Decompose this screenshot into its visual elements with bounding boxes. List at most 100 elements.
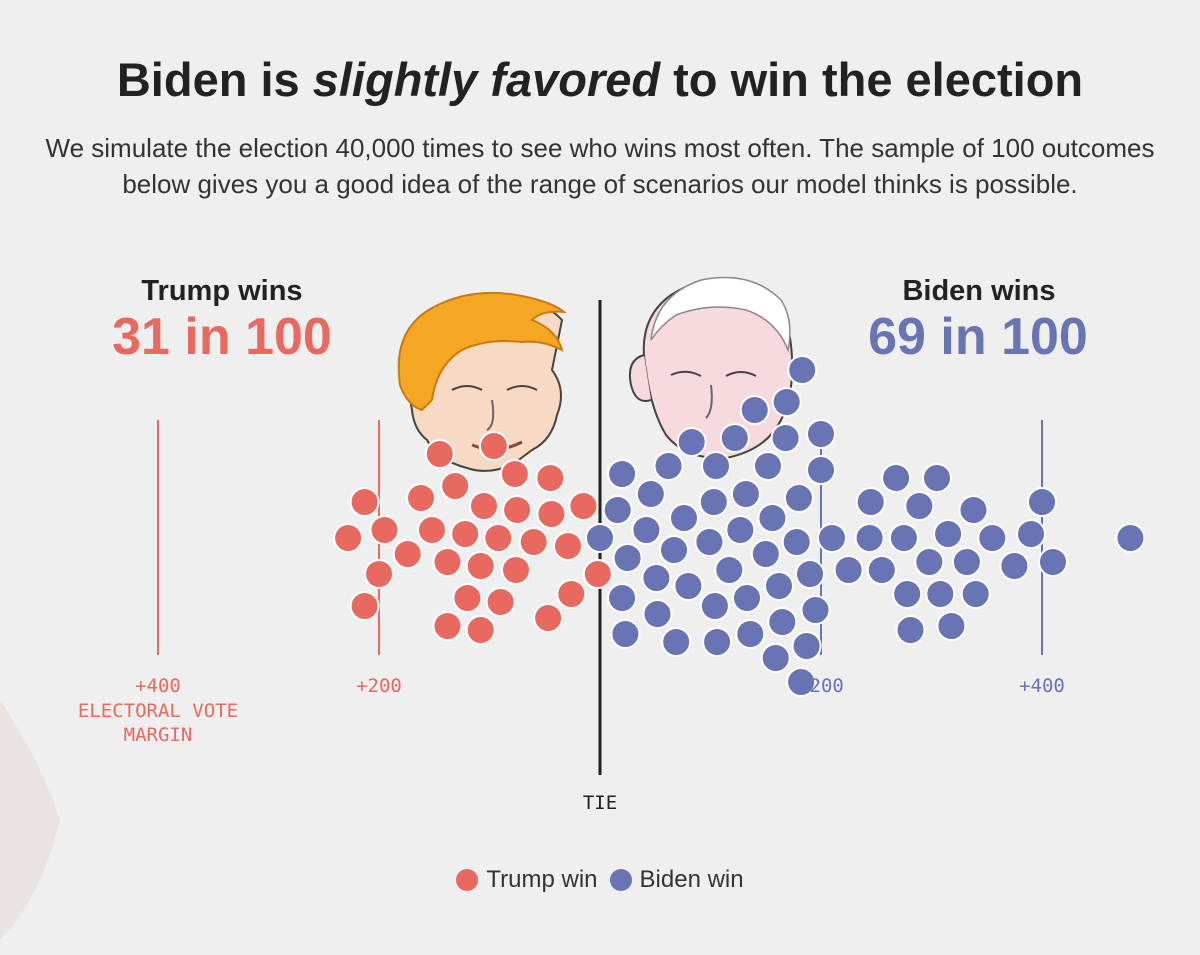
biden-outcome-dot bbox=[602, 495, 633, 525]
biden-outcome-dot bbox=[631, 515, 662, 545]
biden-outcome-dot bbox=[892, 579, 923, 609]
trump-outcome-dot bbox=[349, 487, 380, 517]
trump-outcome-dot bbox=[333, 523, 364, 553]
legend-biden-label: Biden win bbox=[639, 866, 744, 893]
trump-outcome-dot bbox=[499, 459, 530, 489]
biden-outcome-dot bbox=[806, 455, 836, 485]
trump-outcome-dot bbox=[478, 431, 509, 461]
biden-outcome-dot bbox=[791, 631, 822, 661]
trump-outcome-dot bbox=[450, 519, 481, 549]
biden-outcome-dot bbox=[783, 483, 814, 513]
trump-outcome-dot bbox=[469, 491, 499, 521]
tick-label-trump-400: +400 bbox=[135, 675, 181, 697]
biden-outcome-dot bbox=[854, 523, 885, 553]
biden-outcome-dot bbox=[781, 527, 812, 557]
biden-outcome-dot bbox=[786, 667, 817, 697]
biden-outcome-dot bbox=[951, 547, 982, 577]
biden-outcome-dot bbox=[922, 463, 952, 493]
trump-outcome-dot bbox=[535, 463, 566, 493]
biden-outcome-dot bbox=[661, 627, 692, 657]
subtitle: We simulate the election 40,000 times to… bbox=[45, 133, 1155, 199]
biden-outcome-dot bbox=[795, 559, 825, 589]
tick-label-biden-400: +400 bbox=[1019, 675, 1065, 697]
biden-outcome-dot bbox=[610, 619, 641, 649]
biden-outcome-dot bbox=[999, 551, 1030, 581]
biden-outcome-dot bbox=[771, 387, 802, 417]
biden-outcome-dot bbox=[612, 543, 643, 573]
biden-outcome-dot bbox=[1027, 487, 1057, 517]
trump-outcome-dot bbox=[502, 495, 533, 525]
biden-outcome-dot bbox=[719, 423, 750, 453]
biden-outcome-dot bbox=[881, 463, 912, 493]
biden-outcome-dot bbox=[770, 423, 801, 453]
biden-outcome-dot bbox=[866, 555, 897, 585]
biden-outcome-dot bbox=[933, 519, 964, 549]
biden-outcome-dot bbox=[833, 555, 864, 585]
biden-outcome-dot bbox=[701, 451, 731, 481]
dot-swarm bbox=[333, 355, 1146, 697]
trump-outcome-dot bbox=[483, 523, 514, 553]
biden-wins-label: Biden wins bbox=[902, 275, 1056, 307]
trump-outcome-dot bbox=[406, 483, 436, 513]
biden-outcome-dot bbox=[699, 591, 730, 621]
biden-outcome-dot bbox=[936, 611, 967, 641]
biden-outcome-dot bbox=[702, 627, 733, 657]
trump-legend-dot bbox=[456, 869, 479, 891]
trump-outcome-dot bbox=[556, 579, 587, 609]
biden-outcome-dot bbox=[694, 527, 725, 557]
trump-outcome-dot bbox=[349, 591, 380, 621]
biden-outcome-dot bbox=[1016, 519, 1046, 549]
trump-outcome-dot bbox=[485, 587, 516, 617]
axis-label-line-1: ELECTORAL VOTE bbox=[78, 700, 238, 722]
biden-outcome-dot bbox=[958, 495, 989, 525]
biden-outcome-dot bbox=[767, 607, 798, 637]
trump-outcome-dot bbox=[533, 603, 564, 633]
biden-outcome-dot bbox=[607, 459, 638, 489]
tick-label-trump-200: +200 bbox=[356, 675, 402, 697]
axis-label-line-2: MARGIN bbox=[124, 724, 193, 746]
biden-outcome-dot bbox=[585, 523, 615, 553]
biden-outcome-dot bbox=[714, 555, 745, 585]
trump-outcome-dot bbox=[440, 471, 471, 501]
biden-outcome-dot bbox=[960, 579, 991, 609]
trump-outcome-dot bbox=[392, 539, 423, 569]
biden-outcome-dot bbox=[904, 491, 935, 521]
biden-outcome-dot bbox=[732, 583, 762, 613]
legend-item-biden: Biden win bbox=[609, 866, 744, 894]
biden-outcome-dot bbox=[635, 479, 666, 509]
biden-outcome-dot bbox=[653, 451, 684, 481]
biden-outcome-dot bbox=[1038, 547, 1068, 577]
trump-outcome-dot bbox=[465, 615, 496, 645]
biden-outcome-dot bbox=[753, 451, 783, 481]
trump-outcome-dot bbox=[465, 551, 496, 581]
biden-outcome-dot bbox=[641, 563, 672, 593]
tick-label-biden-200: +200 bbox=[798, 675, 844, 697]
biden-outcome-dot bbox=[914, 547, 945, 577]
trump-outcome-dot bbox=[452, 583, 483, 613]
legend: Trump win Biden win bbox=[0, 866, 1200, 894]
biden-outcome-dot bbox=[725, 515, 756, 545]
trump-outcome-dot bbox=[553, 531, 583, 561]
biden-outcome-dot bbox=[888, 523, 919, 553]
biden-outcome-dot bbox=[735, 619, 766, 649]
biden-outcome-dot bbox=[676, 427, 707, 457]
biden-outcome-dot bbox=[673, 571, 704, 601]
trump-outcome-dot bbox=[432, 547, 463, 577]
biden-outcome-dot bbox=[757, 503, 788, 533]
trump-outcome-dot bbox=[582, 559, 613, 589]
trump-wins-count: 31 in 100 bbox=[112, 308, 332, 366]
biden-outcome-dot bbox=[764, 571, 794, 601]
legend-item-trump: Trump win bbox=[456, 866, 598, 894]
page-title: Biden is slightly favored to win the ele… bbox=[116, 53, 1084, 106]
biden-outcome-dot bbox=[817, 523, 847, 553]
biden-outcome-dot bbox=[607, 583, 638, 613]
biden-outcome-dot bbox=[787, 355, 818, 385]
trump-outcome-dot bbox=[536, 499, 567, 529]
trump-outcome-dot bbox=[518, 527, 549, 557]
biden-legend-dot bbox=[609, 869, 632, 891]
legend-trump-label: Trump win bbox=[486, 866, 598, 893]
trump-wins-label: Trump wins bbox=[141, 275, 303, 307]
trump-outcome-dot bbox=[417, 515, 447, 545]
trump-outcome-dot bbox=[424, 439, 455, 469]
